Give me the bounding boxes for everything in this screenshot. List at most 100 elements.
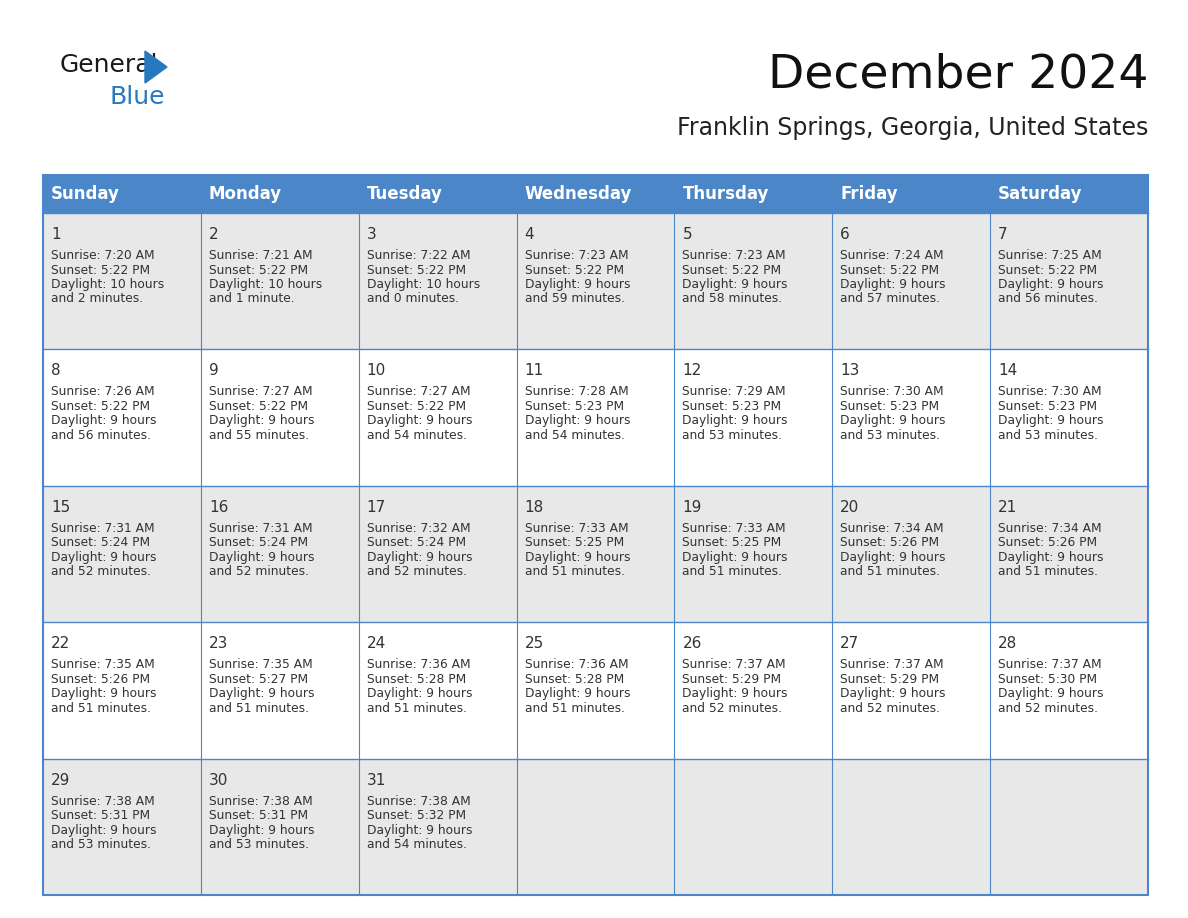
Text: Thursday: Thursday [682, 185, 769, 203]
Text: Sunset: 5:31 PM: Sunset: 5:31 PM [51, 809, 150, 823]
Text: Sunset: 5:24 PM: Sunset: 5:24 PM [209, 536, 308, 549]
Text: 3: 3 [367, 227, 377, 242]
Bar [43, 350, 1148, 486]
Bar [675, 175, 833, 213]
Text: Sunrise: 7:23 AM: Sunrise: 7:23 AM [682, 249, 786, 262]
Text: Sunrise: 7:33 AM: Sunrise: 7:33 AM [682, 521, 786, 535]
Text: Sunset: 5:23 PM: Sunset: 5:23 PM [840, 400, 940, 413]
Bar [43, 622, 1148, 758]
Text: Sunset: 5:22 PM: Sunset: 5:22 PM [682, 263, 782, 276]
Text: Daylight: 9 hours: Daylight: 9 hours [525, 688, 630, 700]
Text: 26: 26 [682, 636, 702, 651]
Text: Sunset: 5:29 PM: Sunset: 5:29 PM [840, 673, 940, 686]
Text: Sunset: 5:22 PM: Sunset: 5:22 PM [998, 263, 1098, 276]
Text: 29: 29 [51, 773, 70, 788]
Text: Sunrise: 7:31 AM: Sunrise: 7:31 AM [51, 521, 154, 535]
Text: Sunset: 5:32 PM: Sunset: 5:32 PM [367, 809, 466, 823]
Text: 1: 1 [51, 227, 61, 242]
Text: and 54 minutes.: and 54 minutes. [367, 838, 467, 851]
Bar [201, 175, 359, 213]
Text: 16: 16 [209, 499, 228, 515]
Text: Sunrise: 7:33 AM: Sunrise: 7:33 AM [525, 521, 628, 535]
Text: Sunrise: 7:38 AM: Sunrise: 7:38 AM [209, 795, 312, 808]
Text: Sunrise: 7:26 AM: Sunrise: 7:26 AM [51, 386, 154, 398]
Bar [517, 175, 675, 213]
Text: Sunset: 5:22 PM: Sunset: 5:22 PM [51, 400, 150, 413]
Text: Sunday: Sunday [51, 185, 120, 203]
Text: Sunrise: 7:24 AM: Sunrise: 7:24 AM [840, 249, 944, 262]
Text: Sunset: 5:22 PM: Sunset: 5:22 PM [367, 263, 466, 276]
Text: and 2 minutes.: and 2 minutes. [51, 293, 143, 306]
Text: Sunrise: 7:30 AM: Sunrise: 7:30 AM [840, 386, 944, 398]
Text: Sunset: 5:28 PM: Sunset: 5:28 PM [525, 673, 624, 686]
Text: 5: 5 [682, 227, 693, 242]
Text: Sunrise: 7:22 AM: Sunrise: 7:22 AM [367, 249, 470, 262]
Text: 7: 7 [998, 227, 1007, 242]
Text: Sunrise: 7:27 AM: Sunrise: 7:27 AM [367, 386, 470, 398]
Text: and 53 minutes.: and 53 minutes. [998, 429, 1098, 442]
Text: Daylight: 10 hours: Daylight: 10 hours [367, 278, 480, 291]
Text: Sunset: 5:24 PM: Sunset: 5:24 PM [367, 536, 466, 549]
Text: Sunset: 5:23 PM: Sunset: 5:23 PM [682, 400, 782, 413]
Text: and 53 minutes.: and 53 minutes. [209, 838, 309, 851]
Text: and 52 minutes.: and 52 minutes. [682, 701, 783, 715]
Text: Daylight: 9 hours: Daylight: 9 hours [209, 551, 315, 564]
Text: Sunrise: 7:20 AM: Sunrise: 7:20 AM [51, 249, 154, 262]
Text: Daylight: 9 hours: Daylight: 9 hours [51, 823, 157, 836]
Text: Daylight: 9 hours: Daylight: 9 hours [998, 278, 1104, 291]
Text: and 51 minutes.: and 51 minutes. [840, 565, 940, 578]
Text: Sunrise: 7:35 AM: Sunrise: 7:35 AM [209, 658, 312, 671]
Text: Sunrise: 7:30 AM: Sunrise: 7:30 AM [998, 386, 1101, 398]
Text: Daylight: 9 hours: Daylight: 9 hours [998, 551, 1104, 564]
Text: Sunset: 5:29 PM: Sunset: 5:29 PM [682, 673, 782, 686]
Text: Sunset: 5:25 PM: Sunset: 5:25 PM [525, 536, 624, 549]
Text: Wednesday: Wednesday [525, 185, 632, 203]
Text: and 52 minutes.: and 52 minutes. [51, 565, 151, 578]
Text: Daylight: 9 hours: Daylight: 9 hours [682, 551, 788, 564]
Bar [990, 175, 1148, 213]
Text: Sunrise: 7:37 AM: Sunrise: 7:37 AM [682, 658, 786, 671]
Text: Daylight: 9 hours: Daylight: 9 hours [525, 551, 630, 564]
Text: Daylight: 9 hours: Daylight: 9 hours [209, 823, 315, 836]
Text: and 51 minutes.: and 51 minutes. [682, 565, 783, 578]
Text: Daylight: 9 hours: Daylight: 9 hours [367, 688, 472, 700]
Text: Sunrise: 7:29 AM: Sunrise: 7:29 AM [682, 386, 786, 398]
Text: Sunset: 5:22 PM: Sunset: 5:22 PM [51, 263, 150, 276]
Text: 24: 24 [367, 636, 386, 651]
Text: 23: 23 [209, 636, 228, 651]
Text: Sunrise: 7:37 AM: Sunrise: 7:37 AM [998, 658, 1101, 671]
Bar [359, 175, 517, 213]
Text: 27: 27 [840, 636, 860, 651]
Text: 9: 9 [209, 364, 219, 378]
Text: Sunset: 5:30 PM: Sunset: 5:30 PM [998, 673, 1098, 686]
Text: 20: 20 [840, 499, 860, 515]
Text: and 56 minutes.: and 56 minutes. [51, 429, 151, 442]
Text: Sunset: 5:31 PM: Sunset: 5:31 PM [209, 809, 308, 823]
Text: and 57 minutes.: and 57 minutes. [840, 293, 940, 306]
Text: Daylight: 9 hours: Daylight: 9 hours [840, 414, 946, 428]
Text: and 51 minutes.: and 51 minutes. [209, 701, 309, 715]
Text: Daylight: 9 hours: Daylight: 9 hours [367, 414, 472, 428]
Text: Sunrise: 7:35 AM: Sunrise: 7:35 AM [51, 658, 154, 671]
Text: Daylight: 9 hours: Daylight: 9 hours [525, 414, 630, 428]
Text: and 53 minutes.: and 53 minutes. [682, 429, 783, 442]
Bar [43, 213, 1148, 350]
Text: Sunset: 5:26 PM: Sunset: 5:26 PM [51, 673, 150, 686]
Text: and 51 minutes.: and 51 minutes. [525, 701, 625, 715]
Text: Daylight: 9 hours: Daylight: 9 hours [840, 551, 946, 564]
Bar [43, 175, 1148, 895]
Text: Friday: Friday [840, 185, 898, 203]
Text: and 1 minute.: and 1 minute. [209, 293, 295, 306]
Text: Sunrise: 7:27 AM: Sunrise: 7:27 AM [209, 386, 312, 398]
Text: 22: 22 [51, 636, 70, 651]
Text: 2: 2 [209, 227, 219, 242]
Text: Daylight: 9 hours: Daylight: 9 hours [840, 278, 946, 291]
Text: 31: 31 [367, 773, 386, 788]
Text: and 51 minutes.: and 51 minutes. [998, 565, 1098, 578]
Text: 6: 6 [840, 227, 851, 242]
Text: Sunset: 5:22 PM: Sunset: 5:22 PM [209, 400, 308, 413]
Text: 14: 14 [998, 364, 1017, 378]
Text: Sunset: 5:22 PM: Sunset: 5:22 PM [525, 263, 624, 276]
Text: Sunset: 5:25 PM: Sunset: 5:25 PM [682, 536, 782, 549]
Text: and 52 minutes.: and 52 minutes. [840, 701, 940, 715]
